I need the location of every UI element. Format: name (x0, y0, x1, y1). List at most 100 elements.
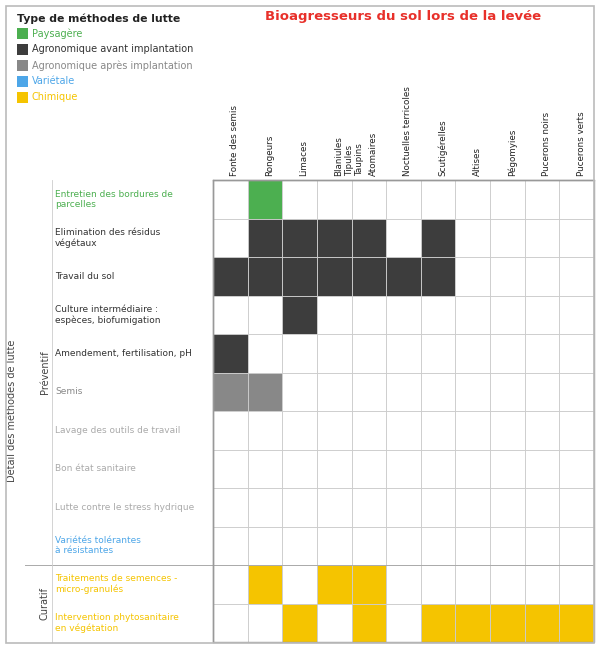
Text: Culture intermédiaire :
espèces, biofumigation: Culture intermédiaire : espèces, biofumi… (55, 305, 161, 324)
Bar (213, 488, 248, 526)
Bar (455, 180, 490, 219)
Text: Lavage des outils de travail: Lavage des outils de travail (55, 426, 181, 435)
Bar (455, 450, 490, 488)
Bar (248, 334, 282, 373)
Text: Préventif: Préventif (40, 350, 50, 395)
Bar (559, 257, 594, 295)
Text: Variétale: Variétale (32, 77, 75, 86)
Bar (559, 219, 594, 257)
Text: Atomaires: Atomaires (369, 132, 378, 176)
Bar (386, 295, 421, 334)
Text: Rongeurs: Rongeurs (265, 134, 274, 176)
Text: Pucerons verts: Pucerons verts (577, 112, 586, 176)
Bar (352, 488, 386, 526)
Bar (317, 604, 352, 642)
Bar (525, 488, 559, 526)
Text: Scutigérelles: Scutigérelles (438, 119, 448, 176)
Bar (17, 92, 28, 103)
Bar (421, 373, 455, 411)
Bar (352, 295, 386, 334)
Bar (352, 565, 386, 604)
Text: Altises: Altises (473, 147, 482, 176)
Bar (455, 565, 490, 604)
Bar (559, 295, 594, 334)
Bar (421, 295, 455, 334)
Bar (213, 180, 594, 642)
Bar (352, 450, 386, 488)
Text: Variétés tolérantes
à résistantes: Variétés tolérantes à résistantes (55, 536, 141, 556)
Bar (213, 373, 248, 411)
Bar (421, 180, 455, 219)
Text: Entretien des bordures de
parcelles: Entretien des bordures de parcelles (55, 190, 173, 209)
Text: Curatif: Curatif (40, 587, 50, 620)
Text: Pucerons noirs: Pucerons noirs (542, 112, 551, 176)
Bar (282, 526, 317, 565)
Bar (386, 257, 421, 295)
Bar (525, 334, 559, 373)
Bar (352, 219, 386, 257)
Bar (490, 295, 525, 334)
Bar (248, 373, 282, 411)
Bar (17, 60, 28, 71)
Bar (525, 295, 559, 334)
Bar (17, 76, 28, 87)
Bar (213, 411, 248, 450)
Text: Lutte contre le stress hydrique: Lutte contre le stress hydrique (55, 503, 194, 512)
Bar (248, 180, 282, 219)
Bar (421, 334, 455, 373)
Bar (282, 565, 317, 604)
Bar (490, 180, 525, 219)
Bar (525, 526, 559, 565)
Bar (352, 334, 386, 373)
Bar (455, 411, 490, 450)
Bar (317, 411, 352, 450)
Text: Traitements de semences -
micro-granulés: Traitements de semences - micro-granulés (55, 574, 178, 594)
Text: Bon état sanitaire: Bon état sanitaire (55, 464, 136, 473)
Bar (490, 373, 525, 411)
Text: Travail du sol: Travail du sol (55, 272, 115, 281)
Bar (559, 450, 594, 488)
Bar (490, 488, 525, 526)
Text: Amendement, fertilisation, pH: Amendement, fertilisation, pH (55, 349, 192, 358)
Bar (386, 565, 421, 604)
Bar (17, 44, 28, 55)
Bar (421, 411, 455, 450)
Bar (559, 526, 594, 565)
Text: Intervention phytosanitaire
en végétation: Intervention phytosanitaire en végétatio… (55, 613, 179, 633)
Text: Chimique: Chimique (32, 93, 79, 103)
Bar (455, 219, 490, 257)
Bar (282, 488, 317, 526)
Bar (455, 488, 490, 526)
Bar (282, 450, 317, 488)
Bar (213, 295, 248, 334)
Bar (490, 526, 525, 565)
Bar (525, 180, 559, 219)
Bar (386, 373, 421, 411)
Bar (386, 526, 421, 565)
Bar (248, 411, 282, 450)
Text: Agronomique avant implantation: Agronomique avant implantation (32, 45, 193, 55)
Bar (213, 526, 248, 565)
Bar (386, 334, 421, 373)
Text: Blaniules
Tipules
Taupins: Blaniules Tipules Taupins (334, 136, 364, 176)
Bar (282, 295, 317, 334)
Bar (282, 604, 317, 642)
Bar (490, 604, 525, 642)
Bar (490, 450, 525, 488)
Bar (386, 604, 421, 642)
Bar (559, 604, 594, 642)
Bar (421, 604, 455, 642)
Text: Fonte des semis: Fonte des semis (230, 105, 239, 176)
Bar (455, 526, 490, 565)
Bar (248, 219, 282, 257)
Bar (559, 373, 594, 411)
Bar (248, 565, 282, 604)
Bar (386, 488, 421, 526)
Bar (352, 180, 386, 219)
Bar (559, 488, 594, 526)
Bar (352, 257, 386, 295)
Bar (386, 180, 421, 219)
Bar (559, 565, 594, 604)
Bar (455, 334, 490, 373)
Bar (455, 257, 490, 295)
